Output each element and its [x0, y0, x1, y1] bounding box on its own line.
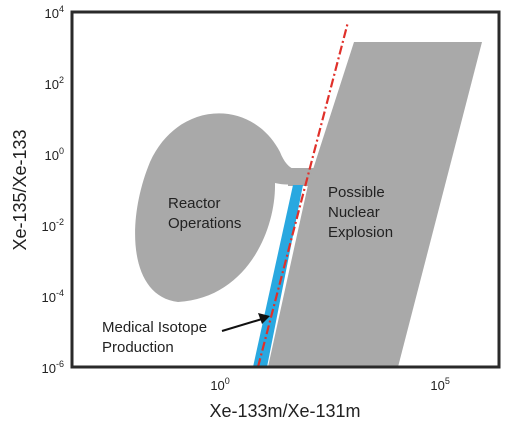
y-tick-exp-0: 4 [59, 4, 64, 14]
y-tick-exp-4: -4 [56, 288, 64, 298]
reactor-operations-label-line-2: Operations [168, 215, 241, 232]
y-tick-label-2: 100 [45, 146, 64, 163]
medical-isotope-label: Medical Isotope Production [102, 319, 211, 356]
medical-isotope-arrow [221, 313, 270, 332]
explosion-label-line-3: Explosion [328, 224, 393, 241]
y-tick-base-0: 10 [45, 6, 59, 21]
reactor-operations-label-line-1: Reactor [168, 195, 221, 212]
x-axis-ticks: 100 105 [210, 376, 450, 393]
x-axis-title: Xe-133m/Xe-131m [209, 401, 360, 421]
dash-dot-boundary-line [256, 21, 350, 368]
y-axis-title: Xe-135/Xe-133 [10, 129, 30, 250]
medical-isotope-label-line-1: Medical Isotope [102, 319, 207, 336]
y-tick-label-4: 10-4 [42, 288, 64, 305]
y-tick-exp-5: -6 [56, 359, 64, 369]
possible-nuclear-explosion-label: Possible Nuclear Explosion [328, 184, 393, 241]
explosion-label-line-1: Possible [328, 184, 385, 201]
y-tick-base-3: 10 [42, 219, 56, 234]
y-tick-base-5: 10 [42, 361, 56, 376]
x-tick-label-1: 105 [430, 376, 449, 393]
y-tick-exp-2: 0 [59, 146, 64, 156]
possible-nuclear-explosion-region [268, 42, 482, 367]
reactor-operations-label: Reactor Operations [168, 195, 241, 232]
x-tick-exp-0: 0 [225, 376, 230, 386]
y-tick-base-2: 10 [45, 148, 59, 163]
y-tick-exp-3: -2 [56, 217, 64, 227]
plot-regions [135, 21, 482, 368]
medical-isotope-production-region [253, 185, 303, 367]
y-tick-base-1: 10 [45, 77, 59, 92]
explosion-label-line-2: Nuclear [328, 204, 380, 221]
neck-region [288, 168, 316, 186]
medical-isotope-label-line-2: Production [102, 339, 174, 356]
x-tick-exp-1: 5 [445, 376, 450, 386]
y-tick-label-3: 10-2 [42, 217, 64, 234]
y-tick-label-1: 102 [45, 75, 64, 92]
y-tick-label-0: 104 [45, 4, 64, 21]
x-tick-base-0: 10 [210, 378, 224, 393]
plot-frame [70, 10, 501, 369]
x-tick-base-1: 10 [430, 378, 444, 393]
y-tick-base-4: 10 [42, 290, 56, 305]
y-tick-exp-1: 2 [59, 75, 64, 85]
reactor-operations-region [135, 113, 297, 302]
y-tick-label-5: 10-6 [42, 359, 64, 376]
x-tick-label-0: 100 [210, 376, 229, 393]
